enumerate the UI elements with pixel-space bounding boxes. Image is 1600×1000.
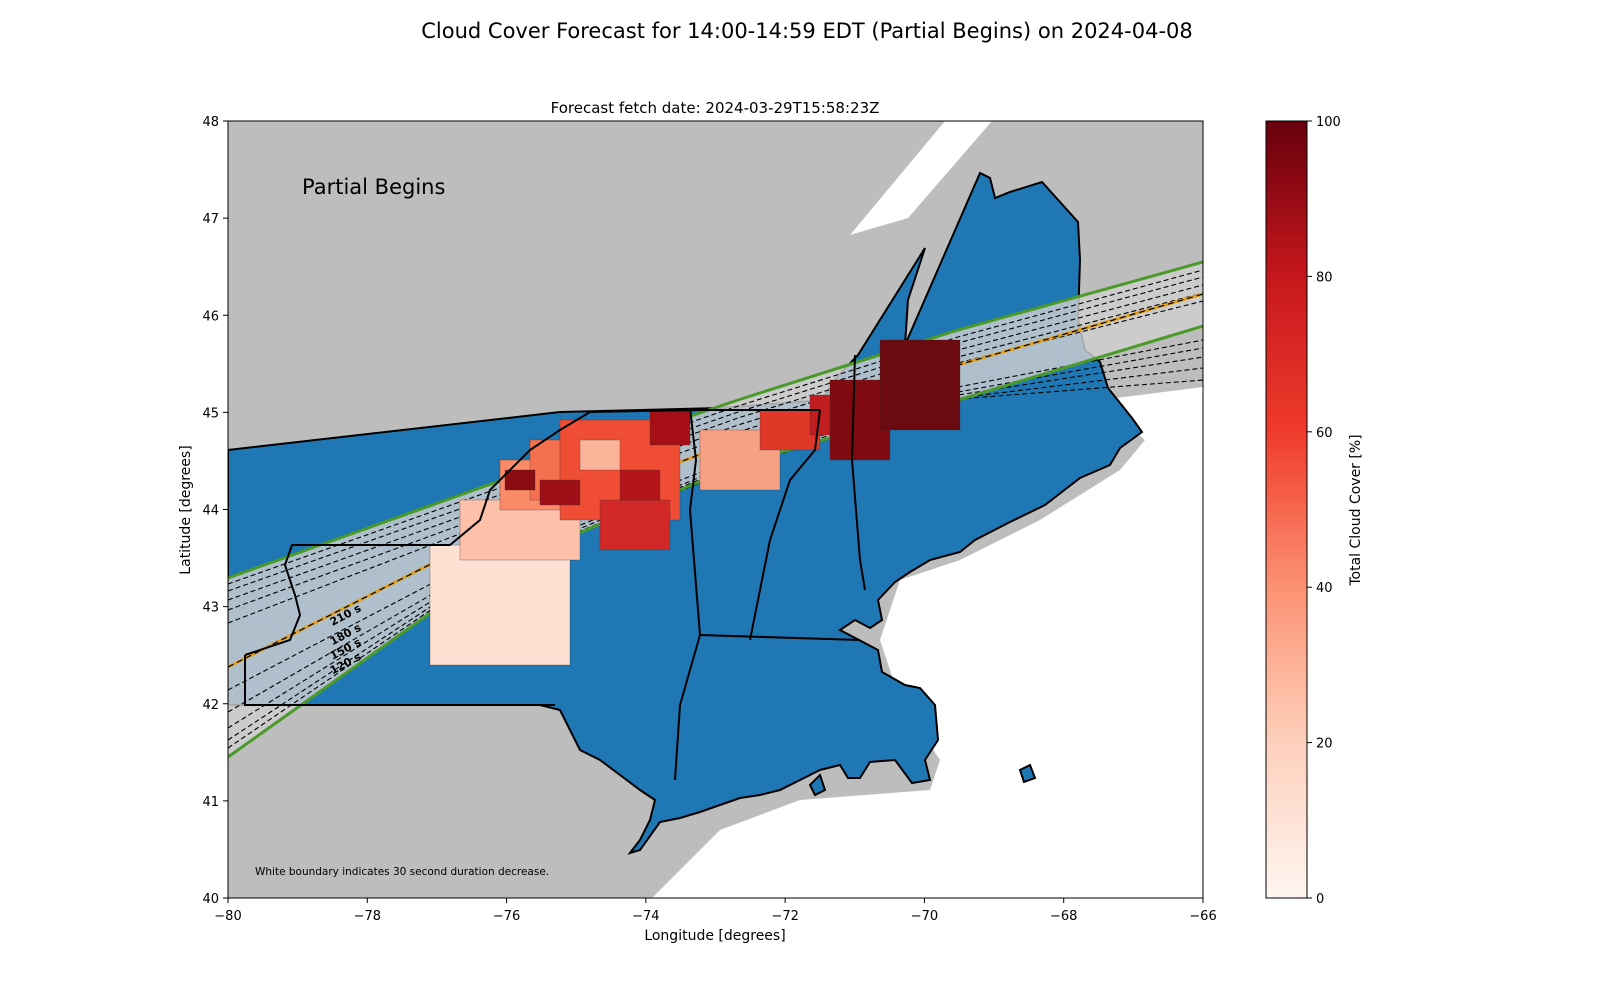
y-tick-label: 42 (202, 698, 219, 713)
x-tick-label: −80 (214, 909, 241, 924)
x-tick-label: −72 (771, 909, 798, 924)
figure-title: Cloud Cover Forecast for 14:00-14:59 EDT… (421, 19, 1193, 43)
x-axis-ticks: −80 −78 −76 −74 −72 −70 −68 −66 (214, 898, 1217, 924)
x-tick-label: −74 (632, 909, 659, 924)
colorbar-gradient (1265, 120, 1308, 899)
colorbar-label: Total Cloud Cover [%] (1348, 434, 1364, 586)
y-axis-label: Latitude [degrees] (178, 445, 194, 574)
cloud-cover-cells (429, 339, 961, 666)
path-centerline-dash (228, 293, 1203, 668)
land-islands (808, 763, 1037, 797)
colorbar-tick-label: 60 (1316, 426, 1333, 441)
x-tick-label: −76 (493, 909, 520, 924)
y-tick-label: 43 (202, 601, 219, 616)
colorbar-tick-label: 20 (1316, 737, 1333, 752)
colorbar-tick-label: 0 (1316, 892, 1324, 907)
y-axis-ticks: 40 41 42 43 44 45 46 47 48 (202, 115, 228, 907)
white-region-north (850, 121, 992, 235)
y-tick-label: 41 (202, 795, 219, 810)
y-tick-label: 48 (202, 115, 219, 130)
footnote: White boundary indicates 30 second durat… (255, 866, 549, 878)
x-axis-label: Longitude [degrees] (644, 928, 785, 944)
y-tick-label: 45 (202, 406, 219, 421)
map-area (228, 121, 1203, 898)
colorbar-tick-label: 100 (1316, 115, 1341, 130)
y-tick-label: 46 (202, 309, 219, 324)
colorbar-tick-label: 80 (1316, 270, 1333, 285)
colorbar: 0 20 40 60 80 100 Total Cloud Cover [%] (1265, 115, 1364, 907)
colorbar-ticks: 0 20 40 60 80 100 (1307, 115, 1341, 907)
y-tick-label: 47 (202, 212, 219, 227)
white-region-east-edge (1190, 455, 1203, 548)
x-tick-label: −66 (1189, 909, 1216, 924)
x-tick-label: −70 (911, 909, 938, 924)
phase-label: Partial Begins (302, 175, 445, 199)
map-subtitle: Forecast fetch date: 2024-03-29T15:58:23… (551, 99, 880, 117)
colorbar-tick-label: 40 (1316, 581, 1333, 596)
x-tick-label: −68 (1050, 909, 1077, 924)
state-boundaries (244, 354, 866, 781)
path-north-edge (228, 260, 1203, 580)
y-tick-label: 40 (202, 892, 219, 907)
x-tick-label: −78 (354, 909, 381, 924)
white-region-ocean (652, 387, 1203, 898)
y-tick-label: 44 (202, 504, 219, 519)
